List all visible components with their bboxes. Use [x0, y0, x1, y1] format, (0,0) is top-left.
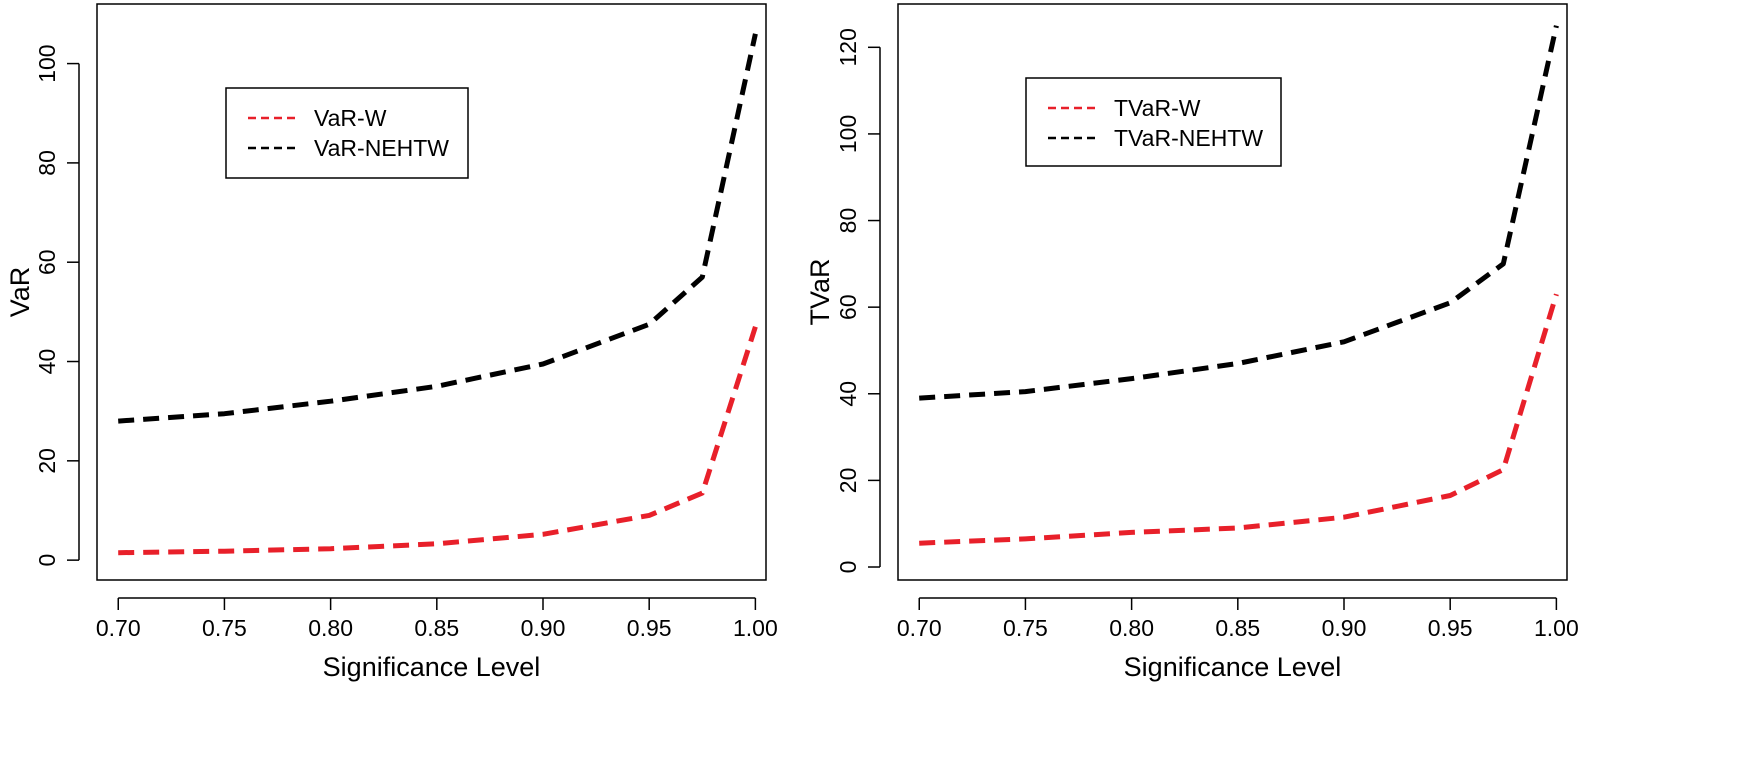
x-axis-label: Significance Level	[323, 652, 541, 682]
series-line-var-w	[118, 326, 758, 556]
plot-frame	[96, 3, 767, 581]
x-tick-label: 0.85	[414, 615, 459, 641]
y-tick-label: 20	[835, 468, 861, 494]
y-tick-label: 0	[835, 561, 861, 574]
x-tick-label: 0.90	[1322, 615, 1367, 641]
series-line-tvar-w	[919, 293, 1559, 546]
legend: TVaR-W TVaR-NEHTW	[1025, 77, 1282, 167]
y-tick-label: 40	[34, 349, 60, 375]
x-tick-label: 0.75	[1003, 615, 1048, 641]
y-tick-label: 120	[835, 28, 861, 66]
legend: VaR-W VaR-NEHTW	[225, 87, 469, 179]
legend-label: VaR-W	[314, 105, 387, 131]
x-tick-label: 0.80	[308, 615, 353, 641]
x-tick-label: 0.70	[96, 615, 141, 641]
chart-panel-2: 0.70 0.75 0.80 0.85 0.90 0.95 1.00 0 20 40 60 80 100…	[805, 3, 1579, 682]
y-tick-label: 100	[835, 115, 861, 153]
y-tick-label: 0	[34, 554, 60, 567]
x-tick-label: 0.85	[1215, 615, 1260, 641]
legend-label: TVaR-W	[1114, 95, 1201, 121]
x-tick-label: 0.90	[521, 615, 566, 641]
x-tick-label: 0.95	[1428, 615, 1473, 641]
legend-box	[1025, 77, 1282, 167]
x-tick-label: 1.00	[733, 615, 778, 641]
x-axis-label: Significance Level	[1124, 652, 1342, 682]
y-tick-label: 60	[34, 249, 60, 275]
legend-label: VaR-NEHTW	[314, 135, 449, 161]
plot-frame	[897, 3, 1568, 581]
x-tick-label: 0.95	[627, 615, 672, 641]
chart-panel-1: 0.70 0.75 0.80 0.85 0.90 0.95 1.00 0 20 40 60 80 100…	[5, 3, 778, 682]
y-tick-label: 60	[835, 294, 861, 320]
x-tick-label: 0.80	[1109, 615, 1154, 641]
legend-box	[225, 87, 469, 179]
y-tick-label: 80	[34, 150, 60, 176]
y-axis-label: TVaR	[805, 258, 835, 325]
y-axis-label: VaR	[5, 267, 35, 318]
x-tick-label: 0.70	[897, 615, 942, 641]
series-line-var-nehtw	[118, 33, 758, 424]
y-tick-label: 40	[835, 381, 861, 407]
legend-label: TVaR-NEHTW	[1114, 125, 1263, 151]
y-tick-label: 20	[34, 448, 60, 474]
x-tick-label: 1.00	[1534, 615, 1579, 641]
y-tick-label: 80	[835, 208, 861, 234]
y-tick-label: 100	[34, 44, 60, 82]
x-tick-label: 0.75	[202, 615, 247, 641]
